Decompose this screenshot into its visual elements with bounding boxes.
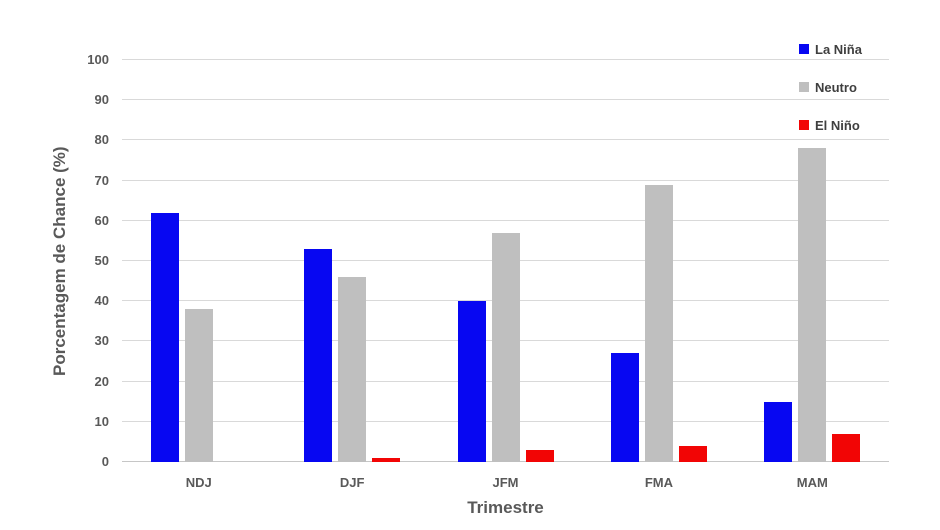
bar-group-jfm — [429, 60, 582, 462]
gridline-90 — [122, 99, 889, 101]
bar-el-nino-mam — [832, 433, 861, 462]
legend-label-la-nina: La Niña — [815, 41, 862, 57]
x-category-label-djf: DJF — [339, 475, 365, 490]
gridline-80 — [122, 139, 889, 141]
bar-group-mam — [736, 60, 889, 462]
bar-groups — [122, 60, 889, 462]
bar-el-nino-jfm — [525, 449, 554, 462]
bar-neutro-djf — [338, 277, 367, 462]
gridline-70 — [122, 179, 889, 181]
y-tick-label-20: 20 — [94, 373, 109, 389]
legend-swatch-neutro — [799, 82, 809, 92]
y-tick-label-0: 0 — [101, 454, 109, 469]
legend-label-el-nino: El Niño — [815, 117, 860, 133]
bar-neutro-ndj — [184, 309, 213, 462]
bar-el-nino-fma — [678, 445, 707, 462]
x-category-label-fma: FMA — [644, 475, 673, 490]
bar-la-nina-jfm — [457, 301, 486, 462]
legend: La Niña Neutro El Niño — [799, 41, 862, 133]
y-tick-label-70: 70 — [94, 172, 109, 188]
bar-neutro-mam — [798, 148, 827, 462]
y-tick-label-30: 30 — [94, 333, 109, 349]
plot-area — [122, 59, 889, 462]
x-axis-title: Trimestre — [467, 498, 544, 517]
y-tick-label-60: 60 — [94, 212, 109, 228]
y-tick-label-50: 50 — [94, 253, 109, 268]
bar-la-nina-djf — [304, 248, 333, 462]
legend-swatch-la-nina — [799, 44, 809, 54]
y-tick-label-80: 80 — [94, 132, 109, 148]
legend-entry-el-nino: El Niño — [799, 117, 862, 133]
legend-entry-neutro: Neutro — [799, 79, 862, 95]
x-category-label-ndj: NDJ — [185, 475, 212, 490]
bar-group-djf — [275, 60, 428, 462]
y-tick-label-90: 90 — [94, 92, 109, 108]
y-tick-label-100: 100 — [87, 52, 109, 67]
bar-neutro-jfm — [491, 232, 520, 462]
x-category-label-mam: MAM — [796, 475, 828, 490]
bar-group-ndj — [122, 60, 275, 462]
gridline-100 — [122, 59, 889, 60]
gridline-60 — [122, 219, 889, 221]
bar-la-nina-ndj — [150, 212, 179, 462]
bar-el-nino-djf — [372, 457, 401, 462]
legend-label-neutro: Neutro — [815, 79, 857, 95]
x-category-label-jfm: JFM — [492, 475, 519, 490]
x-axis-labels: NDJ DJF JFM FMA MAM — [122, 475, 889, 490]
bar-la-nina-mam — [764, 401, 793, 462]
bar-neutro-fma — [644, 184, 673, 462]
bar-group-fma — [582, 60, 735, 462]
y-tick-label-10: 10 — [94, 413, 109, 429]
bar-la-nina-fma — [610, 353, 639, 462]
legend-swatch-el-nino — [799, 120, 809, 130]
y-tick-label-40: 40 — [94, 293, 109, 309]
legend-entry-la-nina: La Niña — [799, 41, 862, 57]
